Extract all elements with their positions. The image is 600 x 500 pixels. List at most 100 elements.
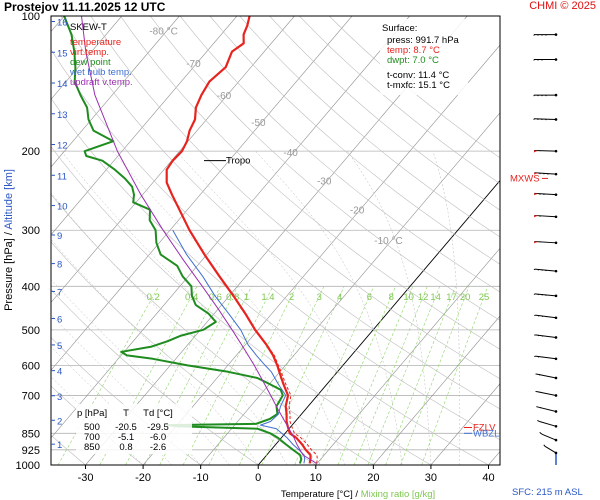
wind-barb: [543, 444, 558, 455]
moist-adiabat-line: [112, 151, 345, 465]
mixing-ratio-label: 6: [367, 292, 372, 303]
barb-flag: [537, 356, 540, 358]
isotherm-line: [315, 247, 500, 465]
dry-adiabat-line: [51, 48, 500, 441]
wind-barb: [533, 192, 558, 196]
mixing-ratio-label: 10: [403, 292, 414, 303]
moist-adiabat-line: [51, 314, 201, 465]
series-updraft-v-temp: [81, 16, 317, 464]
barb-flag: [545, 294, 547, 297]
x-tick-label: -10: [193, 472, 209, 484]
barb-half-flag: [543, 444, 546, 447]
barb-flag: [541, 294, 543, 296]
barb-base-dot: [554, 215, 558, 219]
p-tick-label: 850: [22, 428, 40, 440]
dry-adiabat-line: [51, 289, 259, 465]
dry-adiabat-line: [90, 16, 500, 380]
barb-flag: [534, 334, 536, 336]
barb-flag: [537, 334, 540, 337]
table-cell: -29.5: [147, 422, 169, 433]
mixing-ratio-line: [125, 286, 221, 465]
barb-flag: [534, 314, 536, 317]
mixing-ratio-line: [337, 286, 414, 465]
x-tick-label: -20: [135, 472, 151, 484]
barb-base-dot: [554, 58, 558, 61]
barb-base-dot: [554, 438, 558, 442]
isotherm-label: -30: [317, 176, 332, 187]
km-tick-label: 10: [57, 202, 68, 213]
barb-base-dot: [554, 425, 558, 428]
wind-barb: [536, 406, 558, 413]
credit-label: CHMI © 2025: [529, 0, 596, 12]
mixing-ratio-line: [385, 286, 456, 465]
wind-barb: [533, 58, 558, 61]
series-wet-bulb-temp: [172, 229, 306, 464]
moist-adiabat-line: [255, 151, 403, 465]
isotherm-label: -80 °C: [149, 27, 177, 38]
mixing-ratio-label: 3: [317, 292, 322, 303]
moist-adiabat-line: [51, 278, 230, 465]
sfc-label: SFC: 215 m ASL: [512, 487, 583, 498]
dry-adiabat-line: [51, 146, 432, 465]
mixing-ratio-line: [99, 286, 198, 465]
barb-base-dot: [554, 451, 558, 455]
barb-flag: [537, 420, 540, 422]
wind-barb: [533, 149, 558, 153]
barb-flag: [539, 431, 543, 435]
mxws-label: MXWS: [510, 173, 540, 184]
x-tick-label: 0: [255, 472, 261, 484]
mixing-ratio-label: 20: [460, 292, 471, 303]
mixing-ratio-line: [318, 286, 396, 465]
mixing-ratio-label: 0.8: [226, 292, 239, 303]
mixing-ratio-line: [421, 286, 489, 465]
barb-staff: [534, 240, 557, 244]
table-cell: -5.1: [118, 432, 134, 443]
mixing-ratio-label: 2: [289, 292, 294, 303]
barb-flag: [545, 269, 547, 272]
surface-press: press: 991.7 hPa: [387, 35, 460, 46]
barb-base-dot: [554, 316, 558, 320]
isotherm-label: -60: [217, 91, 232, 102]
mixing-ratio-line: [57, 286, 159, 465]
km-tick-label: 14: [57, 79, 68, 90]
legend-item: updraft v.temp.: [70, 77, 133, 88]
barb-flag: [533, 268, 536, 271]
barb-base-dot: [554, 93, 558, 97]
wind-barb: [533, 93, 558, 97]
mixing-ratio-label: 4: [337, 292, 342, 303]
barb-base-dot: [554, 394, 558, 397]
table-header: Td [°C]: [143, 408, 173, 419]
isotherm-line: [51, 16, 295, 303]
barb-base-dot: [554, 241, 558, 245]
barb-staff: [534, 149, 557, 152]
isotherm-label: -10 °C: [374, 236, 402, 247]
x-axis-title: Temperature [°C] / Mixing ratio [g/kg]: [281, 489, 435, 500]
barb-base-dot: [554, 376, 558, 380]
barb-flag: [541, 315, 544, 318]
dry-adiabat-line: [51, 193, 374, 465]
y-axis-label-altitude: Altitude [km]: [3, 169, 15, 230]
series-temperature: [165, 16, 312, 464]
p-tick-label: 200: [22, 146, 40, 158]
p-tick-label: 1000: [16, 460, 40, 472]
km-tick-label: 12: [57, 141, 68, 152]
isotherm-line: [51, 16, 238, 236]
isotherm-label: -20: [350, 205, 365, 216]
dry-adiabat-line: [150, 16, 500, 321]
isotherm-line: [51, 16, 123, 100]
p-tick-label: 700: [22, 390, 40, 402]
barb-flag: [533, 293, 536, 295]
legend-item: dew point: [70, 57, 111, 68]
legend-item: temperature: [70, 37, 121, 48]
km-tick-label: 2: [57, 416, 62, 427]
isotherm-label: -50: [251, 118, 266, 129]
barb-base-dot: [554, 193, 558, 196]
barb-staff: [544, 445, 557, 454]
barb-flag: [541, 335, 544, 337]
mixing-ratio-label: 0.6: [209, 292, 222, 303]
mixing-ratio-line: [353, 286, 428, 465]
legend-item: virt.temp.: [70, 47, 109, 58]
table-cell: -2.6: [150, 442, 166, 453]
wind-barb: [533, 240, 558, 245]
barb-base-dot: [554, 118, 558, 121]
